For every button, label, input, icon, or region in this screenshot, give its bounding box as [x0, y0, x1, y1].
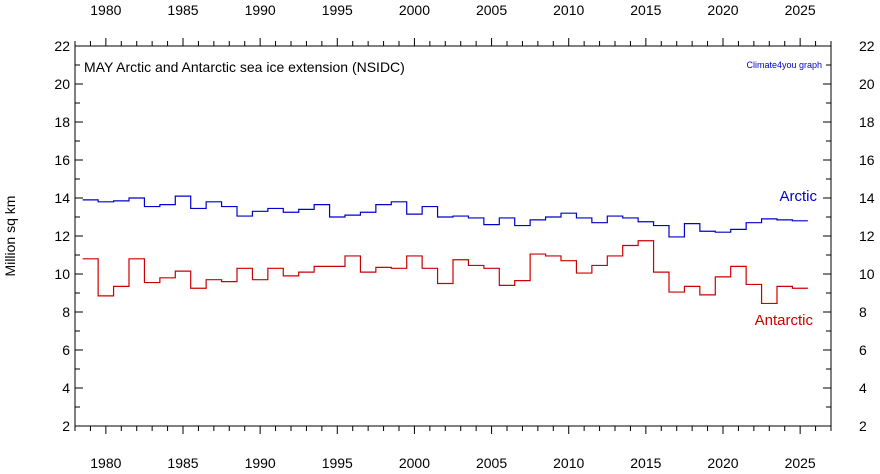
y-tick-label-right: 10: [859, 266, 875, 282]
series-label-arctic: Arctic: [780, 188, 818, 205]
x-tick-label-bottom: 2025: [785, 455, 816, 471]
y-tick-label-left: 12: [54, 228, 70, 244]
series-line-antarctic: [82, 240, 808, 305]
y-tick-label-left: 20: [54, 76, 70, 92]
x-tick-label-bottom: 2010: [553, 455, 584, 471]
x-tick-label-bottom: 1985: [167, 455, 198, 471]
y-tick-label-left: 2: [62, 418, 70, 434]
x-tick-label-bottom: 2015: [630, 455, 661, 471]
x-tick-label-top: 1990: [245, 2, 276, 18]
y-tick-label-right: 6: [859, 342, 867, 358]
y-tick-label-right: 12: [859, 228, 875, 244]
x-tick-label-top: 2015: [630, 2, 661, 18]
y-tick-label-right: 16: [859, 152, 875, 168]
series-layer: [82, 195, 808, 305]
y-axis-label: Million sq km: [2, 196, 18, 277]
y-tick-label-right: 22: [859, 38, 875, 54]
x-tick-label-bottom: 2005: [476, 455, 507, 471]
y-tick-label-left: 22: [54, 38, 70, 54]
y-tick-label-right: 14: [859, 190, 875, 206]
y-tick-label-right: 20: [859, 76, 875, 92]
y-tick-label-left: 18: [54, 114, 70, 130]
y-tick-label-left: 16: [54, 152, 70, 168]
y-tick-label-right: 8: [859, 304, 867, 320]
x-tick-label-top: 2010: [553, 2, 584, 18]
y-tick-label-left: 8: [62, 304, 70, 320]
x-tick-label-bottom: 1990: [245, 455, 276, 471]
y-tick-label-right: 4: [859, 380, 867, 396]
y-tick-label-left: 10: [54, 266, 70, 282]
chart-credit: Climate4you graph: [746, 60, 822, 70]
x-tick-label-top: 2025: [785, 2, 816, 18]
x-tick-label-top: 1985: [167, 2, 198, 18]
x-tick-label-bottom: 2000: [399, 455, 430, 471]
series-line-arctic: [82, 195, 808, 238]
x-tick-label-top: 1980: [90, 2, 121, 18]
plot-frame: [74, 45, 832, 427]
x-tick-label-top: 2000: [399, 2, 430, 18]
y-tick-label-right: 18: [859, 114, 875, 130]
x-tick-label-bottom: 1995: [322, 455, 353, 471]
y-tick-label-right: 2: [859, 418, 867, 434]
y-tick-label-left: 6: [62, 342, 70, 358]
x-tick-label-bottom: 2020: [707, 455, 738, 471]
series-label-antarctic: Antarctic: [755, 312, 814, 329]
x-tick-label-top: 1995: [322, 2, 353, 18]
x-tick-label-bottom: 1980: [90, 455, 121, 471]
y-tick-label-left: 4: [62, 380, 70, 396]
ticks-layer: 1980 1980 1985 1985 1990 1990 1995 1995 2000 2000…: [54, 2, 874, 471]
y-tick-label-left: 14: [54, 190, 70, 206]
x-tick-label-top: 2005: [476, 2, 507, 18]
x-tick-label-top: 2020: [707, 2, 738, 18]
chart-title: MAY Arctic and Antarctic sea ice extensi…: [84, 59, 405, 75]
